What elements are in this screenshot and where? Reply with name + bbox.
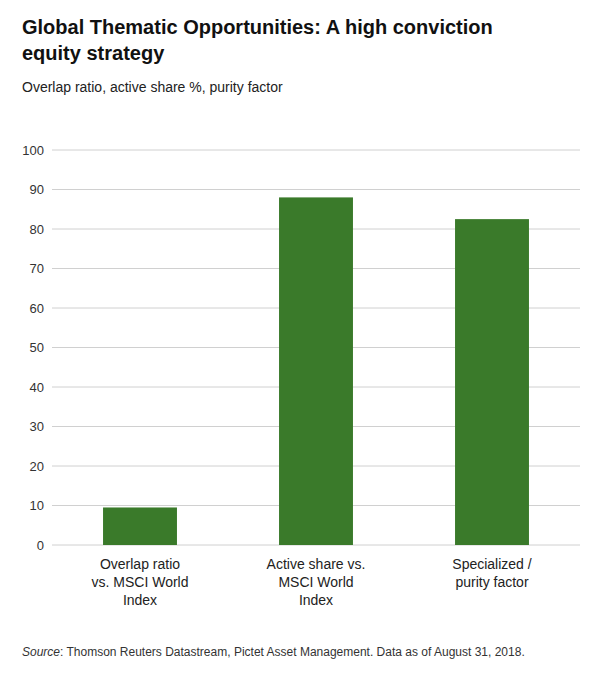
x-tick-label-line: Active share vs. — [267, 556, 366, 572]
grid-line — [52, 189, 580, 190]
grid-line — [52, 150, 580, 151]
bar — [455, 219, 529, 545]
y-tick-label: 0 — [37, 538, 44, 553]
subtitle: Overlap ratio, active share %, purity fa… — [22, 79, 283, 95]
x-tick-label-line: purity factor — [455, 574, 528, 590]
chart-container: Global Thematic Opportunities: A high co… — [0, 0, 600, 676]
x-tick-label-line: Index — [299, 592, 333, 608]
y-tick-label: 60 — [30, 301, 44, 316]
x-tick-label-line: Index — [123, 592, 157, 608]
y-tick-label: 50 — [30, 340, 44, 355]
y-tick-label: 70 — [30, 261, 44, 276]
y-tick-label: 30 — [30, 419, 44, 434]
y-tick-label: 40 — [30, 380, 44, 395]
title-line: equity strategy — [22, 42, 165, 64]
source-label: Source — [22, 645, 60, 659]
bar — [103, 507, 177, 545]
x-tick-label: Overlap ratio vs. MSCI World Index — [92, 556, 189, 608]
grid — [52, 150, 580, 545]
page: {"chart_data": {"type": "bar", "title": … — [0, 0, 600, 676]
title-line: Global Thematic Opportunities: A high co… — [22, 16, 493, 38]
x-tick-label-line: Overlap ratio — [100, 556, 180, 572]
bar — [279, 197, 353, 545]
source-note: Source: Thomson Reuters Datastream, Pict… — [22, 645, 525, 659]
x-tick-label: Active share vs. MSCI World Index — [267, 556, 366, 608]
y-tick-label: 10 — [30, 498, 44, 513]
source-text: : Thomson Reuters Datastream, Pictet Ass… — [60, 645, 525, 659]
title: Global Thematic Opportunities: A high co… — [22, 16, 493, 64]
x-tick-label: Specialized / purity factor — [452, 556, 531, 590]
background — [0, 0, 600, 676]
x-tick-label-line: Specialized / — [452, 556, 531, 572]
chart-svg: Global Thematic Opportunities: A high co… — [0, 0, 600, 676]
y-tick-label: 100 — [22, 143, 44, 158]
y-tick-label: 80 — [30, 222, 44, 237]
x-tick-label-line: vs. MSCI World — [92, 574, 189, 590]
y-tick-label: 90 — [30, 182, 44, 197]
y-tick-label: 20 — [30, 459, 44, 474]
x-tick-label-line: MSCI World — [278, 574, 353, 590]
bars — [103, 197, 529, 545]
